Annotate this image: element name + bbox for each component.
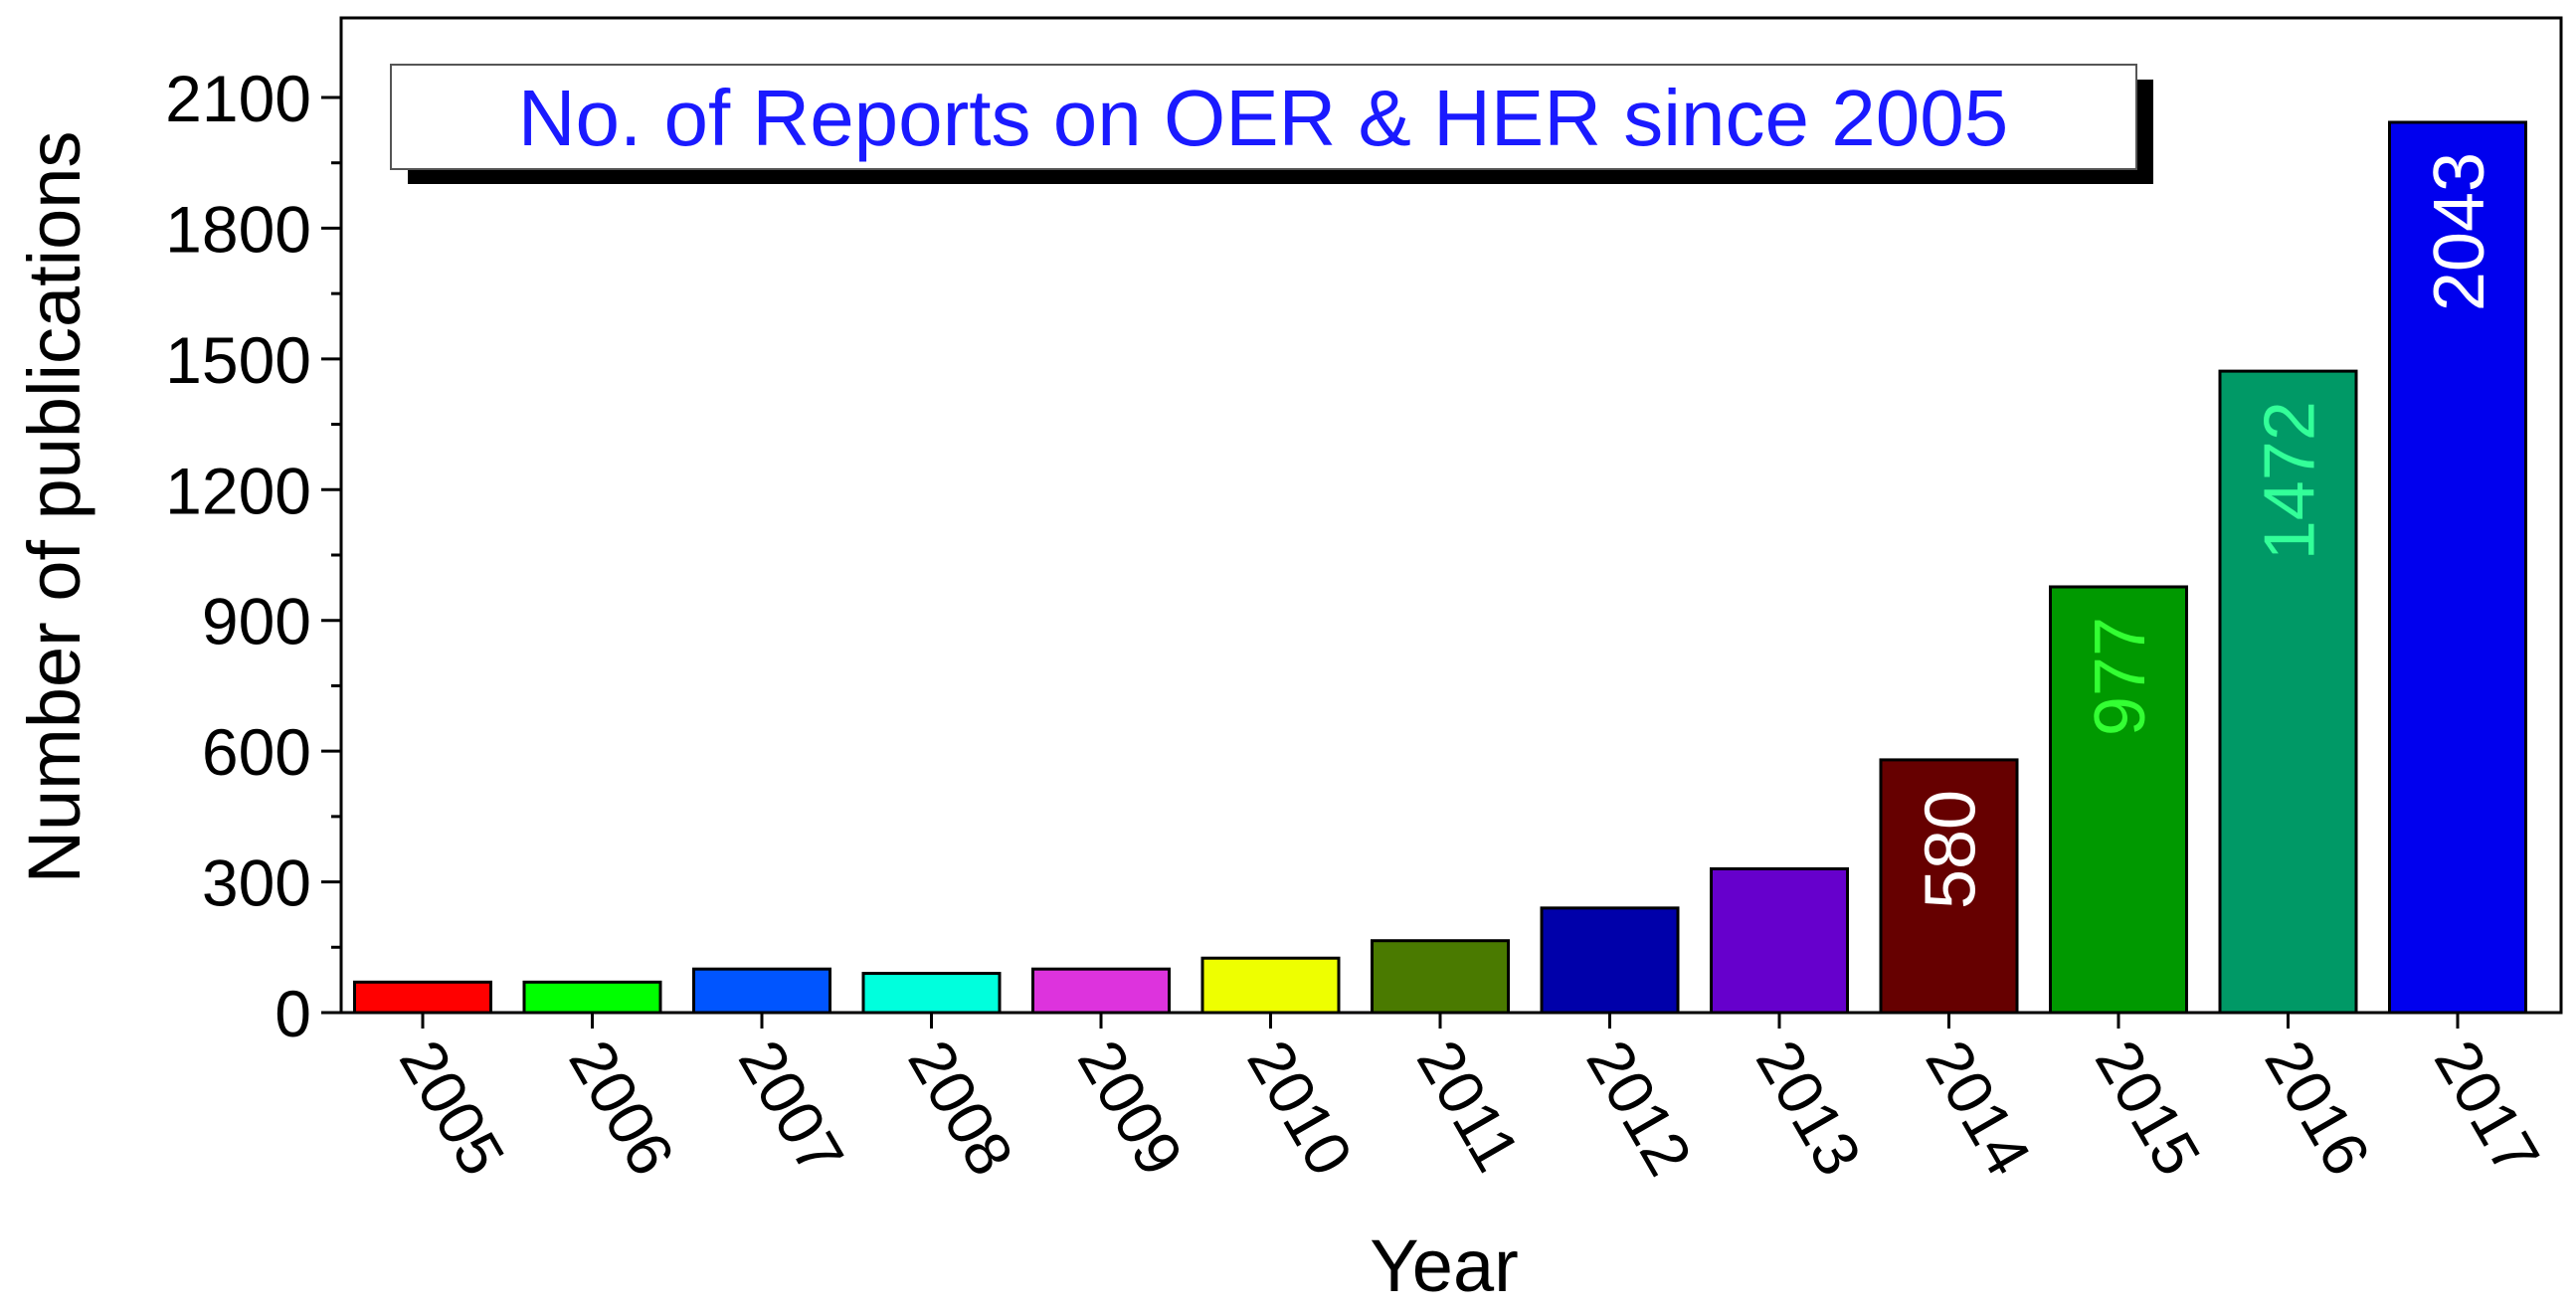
bar-2008 — [861, 972, 1002, 1015]
y-tick-label-300: 300 — [202, 846, 311, 920]
data-labels-layer: 580 977 1472 2043 — [1912, 152, 2500, 909]
x-tick-label-2017: 2017 — [2421, 1029, 2554, 1187]
y-tick-label-1800: 1800 — [165, 192, 311, 266]
data-label-2014: 580 — [1912, 790, 1991, 909]
axes-layer — [339, 16, 2563, 1015]
x-tick-label-2009: 2009 — [1064, 1029, 1197, 1187]
y-axis-label: Number of publications — [13, 131, 95, 884]
bar-2010 — [1200, 956, 1341, 1015]
data-label-2016: 1472 — [2251, 401, 2330, 560]
x-axis-label: Year — [1370, 1224, 1519, 1307]
chart-title-box: No. of Reports on OER & HER since 2005 — [390, 64, 2153, 184]
x-tick-label-2015: 2015 — [2082, 1029, 2215, 1187]
bar-2009 — [1031, 967, 1171, 1015]
x-tick-label-2007: 2007 — [725, 1029, 858, 1187]
y-tick-label-1500: 1500 — [165, 323, 311, 397]
y-tick-label-2100: 2100 — [165, 62, 311, 135]
data-label-2015: 977 — [2081, 617, 2160, 736]
chart-title-frame — [390, 64, 2137, 170]
y-tick-label-900: 900 — [202, 585, 311, 658]
bars-layer — [353, 120, 2527, 1015]
bar-2015 — [2049, 585, 2188, 1015]
plot-frame — [339, 16, 2563, 1015]
bar-2005 — [353, 980, 492, 1015]
bar-2017 — [2388, 120, 2527, 1015]
y-tick-label-600: 600 — [202, 715, 311, 789]
bar-2016 — [2218, 369, 2358, 1015]
x-tick-label-2006: 2006 — [555, 1029, 688, 1187]
x-tick-label-2014: 2014 — [1912, 1029, 2045, 1187]
bar-2007 — [692, 967, 831, 1015]
ticks-layer: 2005 2006 2007 2008 2009 2010 2011 2012 2013 2014… — [165, 62, 2553, 1187]
chart-title: No. of Reports on OER & HER since 2005 — [518, 74, 2008, 162]
data-label-2017: 2043 — [2420, 152, 2499, 311]
x-tick-label-2005: 2005 — [386, 1029, 519, 1187]
x-tick-label-2011: 2011 — [1403, 1029, 1534, 1183]
x-tick-label-2010: 2010 — [1233, 1029, 1367, 1187]
x-tick-label-2013: 2013 — [1743, 1029, 1876, 1187]
x-tick-label-2012: 2012 — [1572, 1029, 1706, 1187]
x-tick-label-2008: 2008 — [894, 1029, 1027, 1187]
x-tick-label-2016: 2016 — [2251, 1029, 2384, 1187]
bar-2013 — [1710, 866, 1849, 1015]
y-tick-label-0: 0 — [275, 977, 311, 1050]
y-tick-label-1200: 1200 — [165, 454, 311, 527]
bar-2006 — [522, 980, 662, 1015]
bar-2012 — [1540, 906, 1680, 1015]
bar-2014 — [1879, 758, 2019, 1015]
bar-2011 — [1371, 939, 1510, 1015]
